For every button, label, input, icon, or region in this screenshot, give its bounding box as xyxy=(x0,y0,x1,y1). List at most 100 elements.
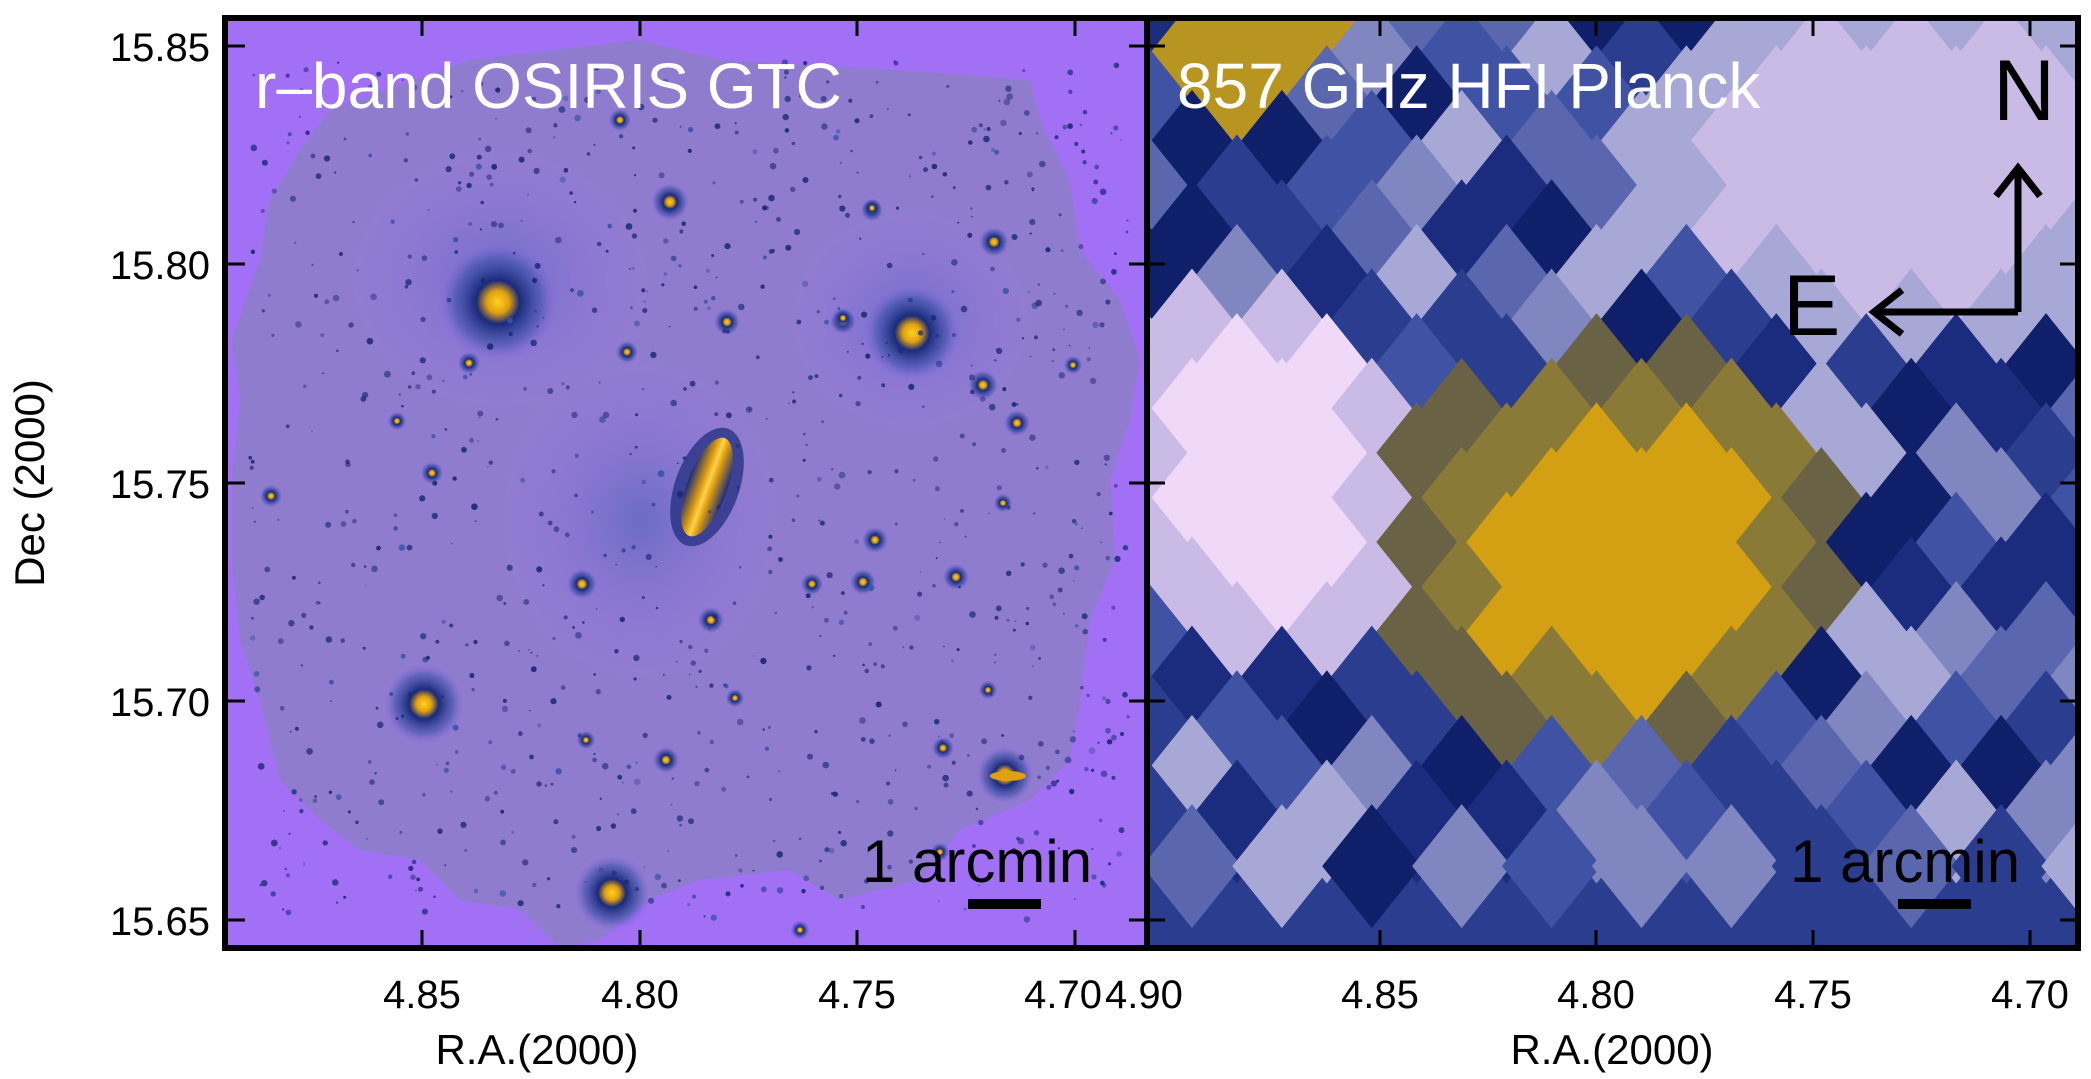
faint-source xyxy=(1082,110,1088,115)
faint-source xyxy=(875,80,879,84)
faint-source xyxy=(623,879,630,886)
faint-source xyxy=(400,653,406,659)
faint-source xyxy=(261,309,265,313)
faint-source xyxy=(347,810,351,814)
faint-source xyxy=(895,206,900,210)
faint-source xyxy=(1058,213,1062,217)
faint-source xyxy=(840,840,847,847)
faint-source xyxy=(630,306,633,309)
faint-source xyxy=(1049,594,1054,599)
faint-source xyxy=(1102,696,1106,701)
faint-source xyxy=(431,389,436,394)
faint-source xyxy=(378,799,385,806)
faint-source xyxy=(615,563,617,566)
y-tick-label: 15.65 xyxy=(110,900,210,944)
faint-source xyxy=(277,518,280,522)
faint-source xyxy=(452,236,459,243)
faint-source xyxy=(854,118,860,124)
faint-source xyxy=(651,502,656,507)
faint-source xyxy=(670,399,677,407)
faint-source xyxy=(277,638,284,645)
faint-source xyxy=(694,780,700,787)
faint-source xyxy=(618,134,624,139)
faint-source xyxy=(778,557,783,562)
faint-source xyxy=(419,495,426,502)
healpix-pixel xyxy=(1322,804,1422,929)
healpix-pixel xyxy=(1322,268,1422,393)
faint-source xyxy=(1126,219,1129,222)
faint-source xyxy=(520,477,525,483)
faint-source xyxy=(687,902,691,907)
faint-source xyxy=(818,519,821,522)
faint-source xyxy=(781,59,789,66)
healpix-pixel xyxy=(1771,714,1871,839)
faint-source xyxy=(577,733,582,738)
faint-source xyxy=(286,141,290,145)
faint-source xyxy=(1025,621,1030,626)
faint-source xyxy=(1002,287,1009,295)
faint-source xyxy=(480,277,486,284)
faint-source xyxy=(555,768,562,775)
faint-source xyxy=(979,396,986,402)
faint-source xyxy=(542,584,545,587)
faint-source xyxy=(803,875,810,882)
faint-source xyxy=(689,380,696,387)
faint-source xyxy=(641,388,645,391)
faint-source xyxy=(1074,141,1079,147)
faint-source xyxy=(937,735,940,738)
faint-source xyxy=(767,546,773,552)
faint-source xyxy=(988,403,996,411)
faint-source xyxy=(922,252,925,256)
faint-source xyxy=(942,774,949,782)
faint-source xyxy=(716,505,721,509)
faint-source xyxy=(471,503,478,511)
faint-source xyxy=(1100,770,1108,778)
faint-source xyxy=(923,167,928,173)
faint-source xyxy=(715,71,718,73)
faint-source xyxy=(641,479,647,485)
faint-source xyxy=(510,769,516,774)
healpix-pixel xyxy=(1771,18,1871,125)
star xyxy=(1063,355,1083,375)
faint-source xyxy=(285,424,290,429)
faint-source xyxy=(723,508,726,510)
faint-source xyxy=(641,596,645,599)
faint-source xyxy=(1060,249,1064,253)
faint-source xyxy=(996,347,1003,354)
faint-source xyxy=(1094,164,1099,170)
faint-source xyxy=(445,166,452,173)
bright-star xyxy=(382,662,466,746)
faint-source xyxy=(739,199,744,204)
faint-source xyxy=(599,416,606,423)
faint-source xyxy=(336,349,339,353)
faint-source xyxy=(631,267,635,270)
faint-source xyxy=(376,545,381,551)
faint-source xyxy=(527,148,532,154)
faint-source xyxy=(1035,132,1039,135)
faint-source xyxy=(401,714,404,718)
faint-source xyxy=(845,212,850,218)
faint-source xyxy=(666,694,672,700)
faint-source xyxy=(318,601,321,605)
faint-source xyxy=(839,205,846,212)
faint-source xyxy=(1039,160,1046,168)
y-tick-label: 15.85 xyxy=(110,26,210,70)
faint-source xyxy=(792,391,795,394)
faint-source xyxy=(466,182,472,189)
faint-source xyxy=(824,847,830,853)
faint-source xyxy=(654,873,661,881)
faint-source xyxy=(802,177,809,183)
faint-source xyxy=(1081,149,1086,154)
faint-source xyxy=(512,251,516,255)
faint-source xyxy=(679,125,682,128)
faint-source xyxy=(283,810,285,812)
faint-source xyxy=(833,297,836,300)
x-tick-label: 4.85 xyxy=(1341,973,1419,1017)
faint-source xyxy=(831,468,834,471)
faint-source xyxy=(299,798,303,802)
faint-source xyxy=(822,761,830,769)
faint-source xyxy=(575,632,582,639)
healpix-pixel xyxy=(2086,313,2091,437)
healpix-pixels xyxy=(1147,18,2091,929)
faint-source xyxy=(873,662,877,666)
